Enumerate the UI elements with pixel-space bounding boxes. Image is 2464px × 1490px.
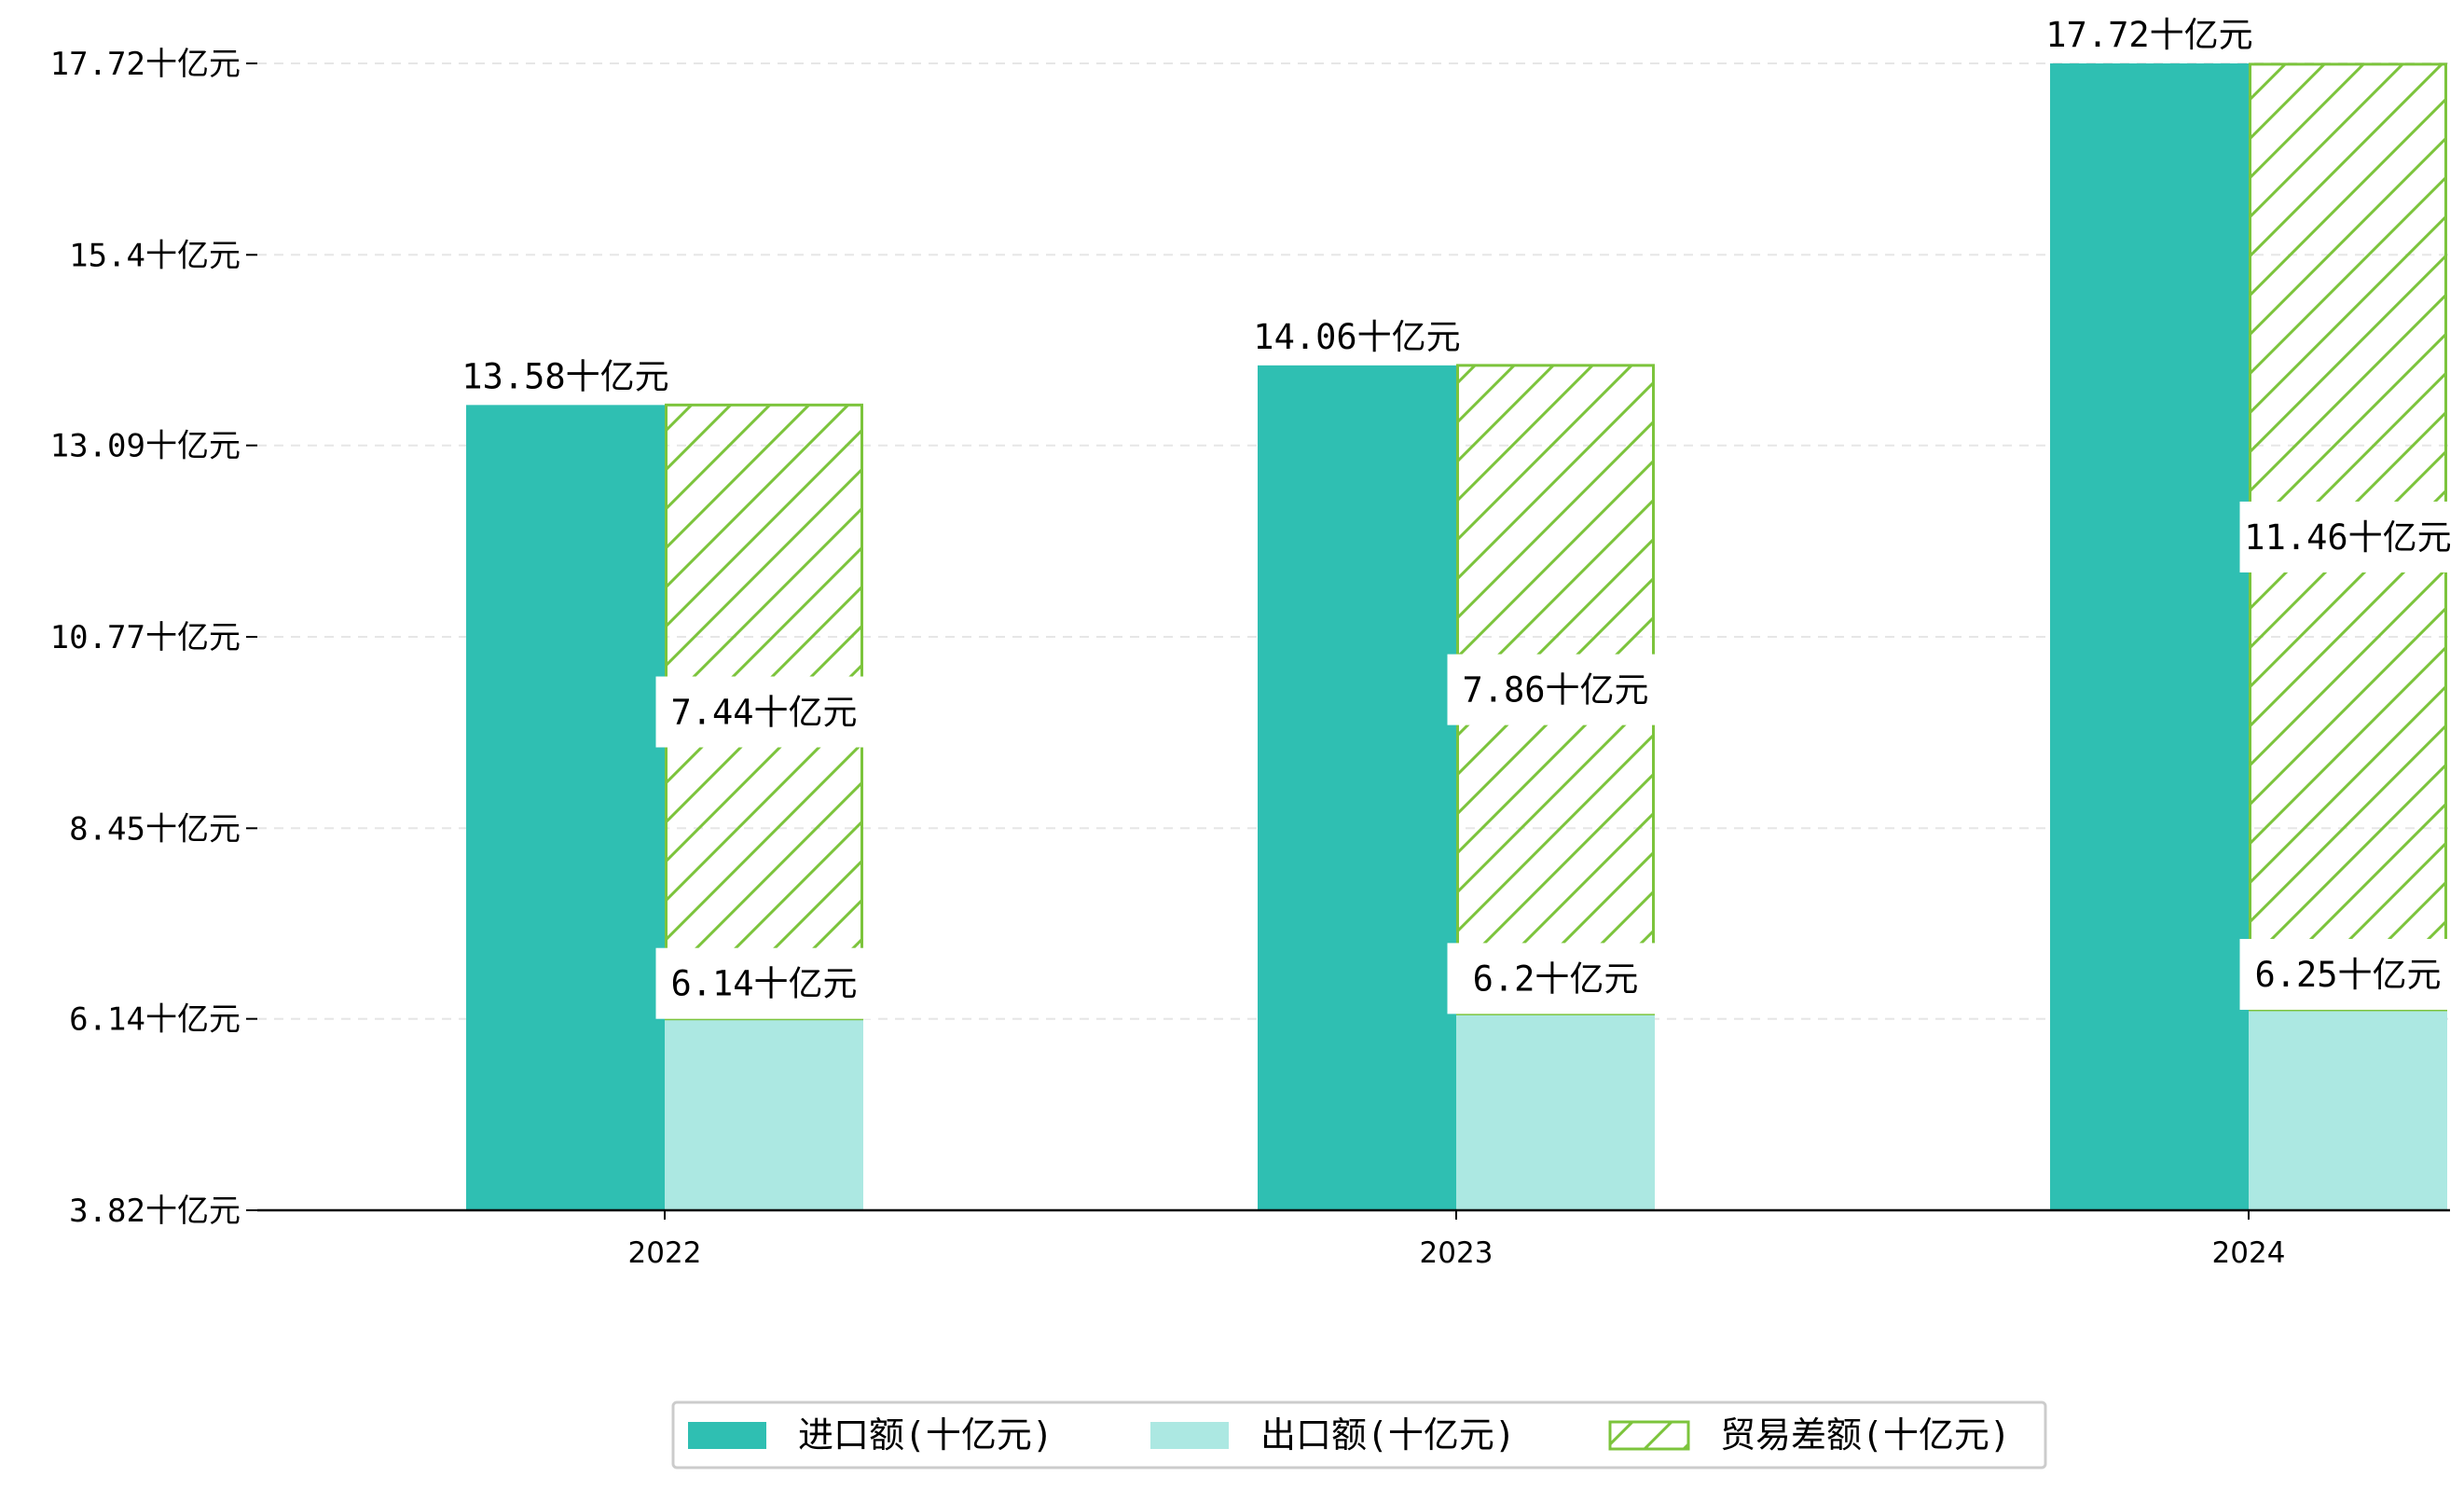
legend-swatch (688, 1422, 766, 1449)
label-bg (2239, 501, 2457, 573)
legend-item-import: 进口额(十亿元) (688, 1414, 1053, 1456)
bar-import (2050, 63, 2249, 1210)
label-bg (2041, 11, 2258, 56)
data-label-import: 13.58十亿元 (461, 356, 668, 396)
y-tick-label: 6.14十亿元 (69, 1001, 241, 1039)
data-label-trade-balance: 11.46十亿元 (2244, 517, 2451, 558)
y-tick-label: 13.09十亿元 (50, 428, 241, 465)
x-tick-label: 2022 (628, 1236, 702, 1270)
data-label-trade-balance: 7.86十亿元 (1462, 670, 1648, 711)
bar-import (1258, 365, 1456, 1211)
y-tick-label: 3.82十亿元 (69, 1193, 241, 1230)
y-tick-label: 15.4十亿元 (69, 237, 241, 274)
data-labels: 13.58十亿元 6.14十亿元 7.44十亿元 14.06十亿元 6.2十亿元 7.86… (457, 11, 2457, 1019)
data-label-export: 6.14十亿元 (670, 964, 857, 1004)
legend: 进口额(十亿元) 出口额(十亿元) 贸易差额(十亿元) (671, 1400, 2047, 1469)
y-tick-label: 10.77十亿元 (50, 619, 241, 656)
label-bg (1447, 654, 1664, 725)
legend-label: 贸易差额(十亿元) (1720, 1414, 2011, 1456)
label-bg (1248, 312, 1466, 358)
legend-frame (671, 1400, 2047, 1469)
bars (466, 62, 2447, 1211)
data-label-export: 6.2十亿元 (1473, 959, 1639, 999)
legend-item-trade-balance: 贸易差额(十亿元) (1608, 1414, 2011, 1456)
data-label-import: 14.06十亿元 (1253, 317, 1460, 357)
label-bg (655, 676, 873, 748)
data-label-export: 6.25十亿元 (2254, 955, 2441, 995)
data-label-import: 17.72十亿元 (2045, 15, 2252, 55)
label-bg (1447, 943, 1664, 1014)
legend-swatch (1608, 1420, 1690, 1451)
x-tick-label: 2024 (2212, 1236, 2286, 1270)
bar-import (466, 405, 665, 1210)
x-tick-label: 2023 (1420, 1236, 1494, 1270)
y-tick-label: 8.45十亿元 (69, 810, 241, 848)
label-bg (655, 947, 873, 1019)
legend-label: 进口额(十亿元) (798, 1414, 1053, 1456)
bar-export (1456, 1014, 1655, 1210)
axes: 3.82十亿元 6.14十亿元 8.45十亿元 10.77十亿元 13.09十亿元 15.… (50, 46, 2450, 1270)
legend-item-export: 出口额(十亿元) (1150, 1414, 1516, 1456)
bar-export (665, 1018, 863, 1210)
legend-label: 出口额(十亿元) (1260, 1414, 1516, 1456)
y-tick-label: 17.72十亿元 (50, 46, 241, 83)
label-bg (2239, 938, 2457, 1010)
label-bg (457, 352, 674, 398)
bar-export (2249, 1009, 2447, 1210)
legend-swatch (1150, 1422, 1229, 1449)
data-label-trade-balance: 7.44十亿元 (670, 693, 857, 733)
